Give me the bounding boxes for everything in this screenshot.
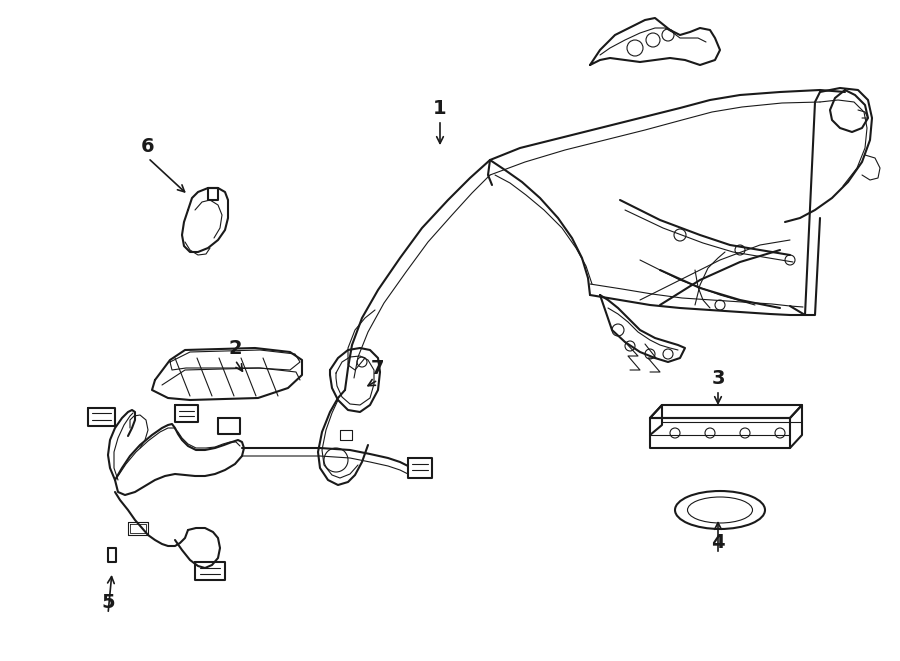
Text: 5: 5: [101, 592, 115, 611]
Text: 7: 7: [371, 358, 385, 377]
Text: 4: 4: [711, 533, 724, 551]
Text: 2: 2: [229, 338, 242, 358]
Text: 6: 6: [141, 137, 155, 155]
Text: 1: 1: [433, 98, 446, 118]
Text: 3: 3: [711, 368, 724, 387]
